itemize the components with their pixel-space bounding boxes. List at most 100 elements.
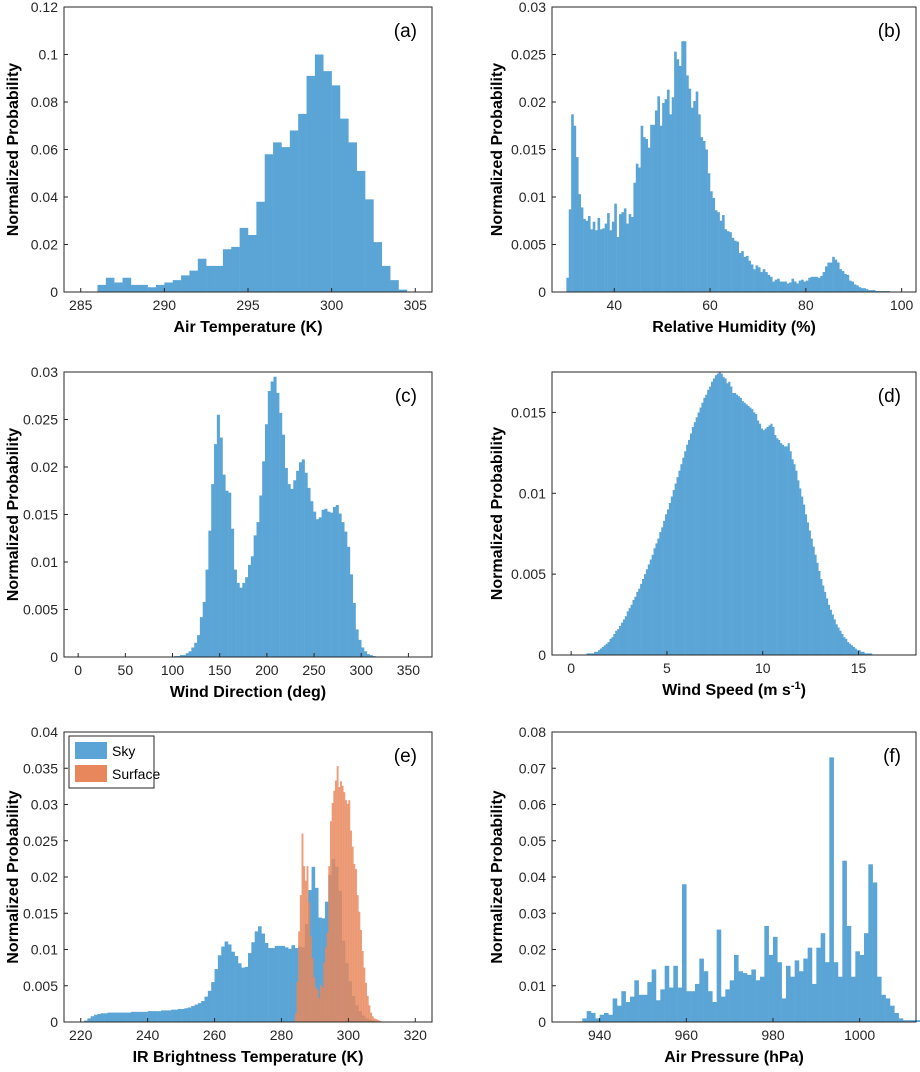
histogram-bar-wind-speed	[779, 443, 783, 655]
histogram-bar-relative-humidity	[729, 232, 732, 292]
histogram-bar-wind-speed	[674, 483, 677, 655]
histogram-bar-wind-speed	[737, 396, 740, 655]
panel-c-x-ticks: 0 50 100 150 200 250 300 350	[74, 653, 420, 678]
histogram-bar-relative-humidity	[628, 214, 632, 292]
histogram-bar-sky	[90, 1016, 95, 1022]
histogram-bar-sky	[171, 1009, 175, 1022]
histogram-bar-relative-humidity	[717, 212, 720, 292]
histogram-bar-wind-speed	[791, 459, 794, 655]
histogram-bar-wind-speed	[820, 578, 823, 655]
histogram-bar-relative-humidity	[575, 157, 579, 292]
histogram-bar-surface	[303, 866, 306, 1023]
legend-swatch-sky	[75, 742, 107, 759]
histogram-bar-wind-direction	[324, 508, 328, 657]
histogram-bar-air-pressure	[842, 860, 847, 1022]
histogram-bar-surface	[301, 833, 304, 1022]
histogram-bar-wind-speed	[678, 470, 681, 655]
histogram-bar-wind-direction	[332, 506, 336, 657]
histogram-bar-wind-direction	[199, 617, 203, 657]
histogram-bar-relative-humidity	[635, 163, 639, 292]
histogram-bar-sky	[214, 969, 219, 1022]
histogram-bar-air-pressure	[768, 954, 774, 1022]
histogram-bar-sky	[274, 945, 279, 1023]
histogram-bar-air-pressure	[716, 929, 722, 1022]
histogram-bar-wind-direction	[304, 472, 308, 657]
histogram-bar-wind-speed	[638, 588, 641, 655]
histogram-bar-wind-speed	[630, 604, 633, 655]
histogram-bar-sky	[191, 1006, 195, 1022]
histogram-bar-wind-speed	[609, 638, 612, 655]
histogram-bar-air-temperature	[381, 265, 391, 293]
x-tick-label: 350	[397, 662, 421, 678]
y-tick-label: 0.02	[31, 869, 58, 885]
histogram-bar-sky	[181, 1008, 185, 1022]
histogram-bar-air-pressure	[656, 1000, 661, 1022]
histogram-bar-wind-speed	[695, 417, 698, 655]
histogram-bar-air-pressure	[751, 969, 756, 1022]
histogram-bar-air-temperature	[356, 170, 366, 293]
histogram-bar-wind-speed	[831, 614, 834, 655]
histogram-bar-wind-speed	[774, 435, 777, 655]
histogram-bar-relative-humidity	[726, 231, 730, 292]
panel-b-bars	[566, 41, 890, 293]
x-tick-label: 60	[702, 297, 718, 313]
histogram-bar-relative-humidity	[750, 264, 754, 292]
x-tick-label: 5	[663, 660, 671, 676]
histogram-bar-surface	[296, 982, 299, 1023]
histogram-bar-sky	[234, 956, 239, 1022]
y-tick-label: 0.04	[31, 189, 58, 205]
histogram-bar-relative-humidity	[779, 281, 783, 292]
histogram-bar-relative-humidity	[719, 220, 723, 292]
histogram-bar-wind-speed	[795, 470, 798, 655]
histogram-bar-relative-humidity	[846, 274, 850, 292]
histogram-bar-sky	[184, 1008, 189, 1022]
histogram-bar-relative-humidity	[815, 276, 819, 292]
histogram-bar-relative-humidity	[695, 91, 699, 292]
histogram-bar-relative-humidity	[820, 275, 823, 292]
histogram-bar-air-pressure	[916, 1020, 920, 1022]
histogram-bar-wind-speed	[605, 643, 608, 655]
histogram-bar-air-pressure	[625, 1002, 631, 1022]
histogram-bar-relative-humidity	[808, 277, 811, 292]
histogram-bar-air-pressure	[651, 969, 657, 1022]
histogram-bar-sky	[120, 1012, 125, 1022]
histogram-bar-wind-speed	[835, 624, 838, 655]
histogram-bar-air-temperature	[189, 270, 199, 293]
histogram-bar-air-pressure	[643, 994, 648, 1022]
histogram-bar-wind-speed	[620, 622, 624, 655]
histogram-bar-sky	[227, 944, 232, 1022]
histogram-bar-surface	[313, 977, 316, 1022]
histogram-bar-relative-humidity	[805, 280, 809, 292]
histogram-bar-relative-humidity	[611, 221, 615, 292]
histogram-bar-relative-humidity	[702, 140, 706, 292]
legend-label-sky: Sky	[112, 743, 135, 759]
histogram-bar-wind-direction	[208, 530, 212, 657]
histogram-bar-air-pressure	[621, 991, 626, 1022]
histogram-bar-relative-humidity	[791, 278, 795, 292]
panel-b-relative-humidity: 40 60 80 100 0 0.005 0.01 0.015 0.02 0.025 0.03 R…	[489, 0, 917, 336]
histogram-bar-air-temperature	[323, 71, 332, 293]
x-tick-label: 50	[118, 662, 134, 678]
histogram-bar-air-pressure	[591, 1012, 596, 1022]
histogram-bar-wind-speed	[764, 428, 767, 655]
panel-a-x-axis-label: Air Temperature (K)	[173, 319, 322, 336]
histogram-bar-wind-speed	[672, 490, 675, 655]
histogram-bar-surface	[370, 1012, 373, 1022]
y-tick-label: 0	[538, 647, 546, 663]
histogram-bar-air-pressure	[712, 1002, 717, 1022]
histogram-bar-surface	[350, 830, 352, 1022]
histogram-bar-wind-direction	[245, 577, 249, 657]
histogram-bar-wind-speed	[632, 600, 635, 655]
histogram-bar-relative-humidity	[829, 262, 833, 292]
panel-e-ir-brightness-temperature: 220 240 260 280 300 320 0 0.005 0.01 0.015 0.02 0.…	[5, 724, 433, 1066]
histogram-bar-sky	[167, 1010, 172, 1022]
histogram-bar-relative-humidity	[870, 290, 874, 292]
histogram-bar-surface	[345, 800, 347, 1022]
histogram-bar-air-pressure	[703, 971, 709, 1022]
histogram-bar-relative-humidity	[638, 167, 641, 292]
histogram-bar-air-temperature	[398, 289, 408, 293]
histogram-bar-sky	[107, 1012, 112, 1022]
histogram-bar-wind-speed	[601, 646, 604, 655]
histogram-bar-wind-direction	[256, 522, 260, 657]
histogram-bar-wind-speed	[741, 401, 744, 655]
